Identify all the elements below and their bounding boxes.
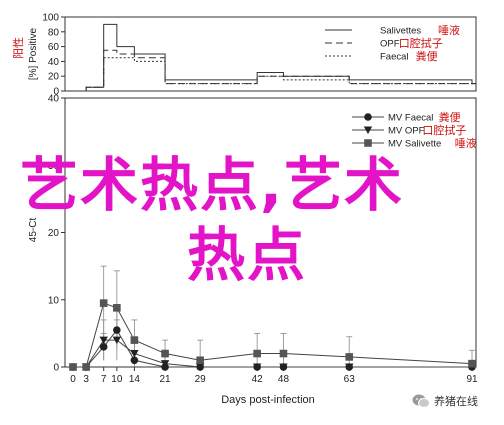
legend-label: MV Faecal bbox=[388, 113, 433, 124]
data-point bbox=[113, 326, 121, 334]
data-point bbox=[99, 336, 108, 345]
x-tick-label: 14 bbox=[129, 374, 141, 385]
y-tick-label: 20 bbox=[48, 72, 60, 83]
data-point bbox=[130, 336, 139, 344]
y-tick-label: 100 bbox=[42, 13, 59, 24]
data-point bbox=[82, 363, 90, 371]
legend-cn-label: 唾液 bbox=[455, 136, 477, 150]
x-tick-label: 42 bbox=[252, 374, 264, 385]
legend-label: MV OPF bbox=[388, 126, 425, 137]
legend-cn-label: 口腔拭子 bbox=[422, 123, 466, 137]
legend-cn-label: 唾液 bbox=[438, 23, 460, 37]
y-tick-label: 40 bbox=[48, 57, 60, 68]
data-point bbox=[69, 363, 77, 371]
y-tick-label: 10 bbox=[48, 295, 60, 306]
x-tick-label: 3 bbox=[83, 374, 89, 385]
y-tick-label: 0 bbox=[53, 363, 59, 374]
data-point bbox=[195, 363, 205, 371]
legend-label: Salivettes bbox=[380, 26, 421, 37]
x-axis-label: Days post-infection bbox=[221, 394, 315, 406]
source-credit: 养猪在线 bbox=[412, 391, 478, 411]
y-axis-cn-label: 阳性 bbox=[11, 37, 25, 59]
series-line bbox=[65, 49, 476, 92]
data-point bbox=[113, 304, 121, 312]
legend: Salivettes 唾液 OPF 口腔拭子 Faecal 粪便 bbox=[325, 23, 460, 63]
series-line bbox=[65, 57, 476, 92]
data-point bbox=[468, 359, 476, 368]
legend-label: Faecal bbox=[380, 52, 409, 63]
legend-label: OPF bbox=[380, 39, 400, 50]
x-tick-label: 91 bbox=[466, 374, 478, 385]
legend-label: MV Salivette bbox=[388, 139, 441, 150]
x-tick-label: 7 bbox=[101, 374, 107, 385]
data-point bbox=[252, 363, 262, 371]
credit-text: 养猪在线 bbox=[434, 395, 478, 408]
y-axis-label: 45-Ct bbox=[28, 218, 39, 243]
data-point bbox=[345, 353, 354, 361]
data-point bbox=[99, 299, 108, 307]
data-point bbox=[160, 360, 170, 368]
y-tick-label: 40 bbox=[48, 94, 60, 105]
data-point bbox=[279, 363, 288, 371]
data-point bbox=[161, 349, 169, 358]
y-tick-label: 30 bbox=[48, 161, 60, 172]
y-tick-label: 20 bbox=[48, 228, 60, 239]
x-tick-label: 0 bbox=[70, 374, 76, 385]
x-tick-label: 29 bbox=[195, 374, 207, 385]
legend-marker bbox=[364, 113, 372, 121]
data-point bbox=[253, 349, 261, 358]
y-tick-label: 80 bbox=[48, 27, 60, 38]
data-point bbox=[130, 350, 139, 358]
x-tick-label: 48 bbox=[278, 374, 290, 385]
data-point bbox=[196, 356, 204, 365]
y-tick-label: 0 bbox=[53, 87, 59, 98]
x-tick-label: 21 bbox=[160, 374, 172, 385]
legend-cn-label: 口腔拭子 bbox=[399, 36, 443, 50]
x-tick-label: 63 bbox=[344, 374, 356, 385]
data-point bbox=[99, 343, 108, 351]
y-tick-label: 60 bbox=[48, 42, 60, 53]
data-point bbox=[112, 336, 122, 345]
legend-marker bbox=[364, 139, 372, 147]
wechat-icon bbox=[412, 394, 430, 408]
legend-marker bbox=[363, 126, 373, 134]
x-tick-label: 10 bbox=[111, 374, 123, 385]
data-point bbox=[130, 356, 139, 365]
y-axis-label: [%] Positive bbox=[28, 27, 39, 80]
legend-cn-label: 粪便 bbox=[439, 110, 461, 124]
plot-frame bbox=[64, 16, 477, 92]
legend-cn-label: 粪便 bbox=[416, 49, 438, 63]
data-point bbox=[345, 363, 354, 371]
data-point bbox=[279, 349, 288, 358]
